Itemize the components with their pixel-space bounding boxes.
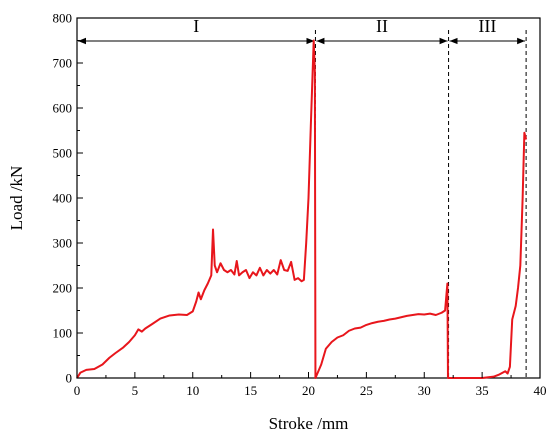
phase-annotations: I II III [78,16,527,378]
phase-label: III [478,16,496,36]
y-tick-label: 600 [53,101,73,116]
x-axis-title: Stroke /mm [269,414,349,433]
x-tick-label: 20 [302,383,315,398]
x-tick-label: 35 [476,383,489,398]
x-tick-label: 15 [244,383,257,398]
x-tick-label: 40 [534,383,547,398]
series-layer [76,39,528,379]
x-tick-label: 25 [360,383,373,398]
y-tick-label: 0 [66,371,73,386]
x-tick-label: 30 [418,383,431,398]
phase-label: I [193,16,199,36]
y-tick-label: 500 [53,146,73,161]
y-tick-label: 700 [53,56,73,71]
y-tick-label: 200 [53,281,73,296]
y-tick-label: 800 [53,11,73,26]
load-curve [76,39,528,379]
x-tick-label: 10 [186,383,199,398]
axis-ticks: 0 5 10 15 20 25 30 35 40010020030040050060070080… [53,11,547,399]
x-tick-label: 0 [74,383,81,398]
y-tick-label: 100 [53,326,73,341]
x-tick-label: 5 [132,383,139,398]
y-axis-title: Load /kN [7,166,26,231]
phase-label: II [376,16,388,36]
y-tick-label: 300 [53,236,73,251]
y-tick-label: 400 [53,191,73,206]
